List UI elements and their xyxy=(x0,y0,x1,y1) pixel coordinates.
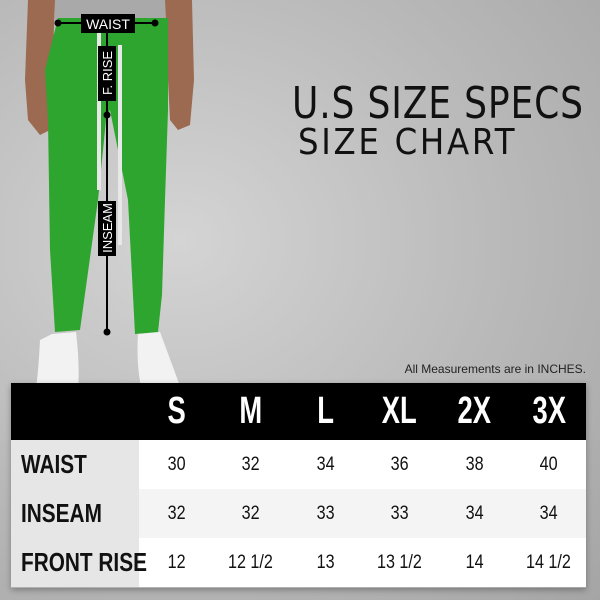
table-cell: 40 xyxy=(539,453,558,475)
table-cell: 32 xyxy=(241,453,260,475)
table-cell: 13 xyxy=(316,551,335,573)
front-rise-label: F. RISE xyxy=(100,51,115,95)
size-header: 2X xyxy=(457,390,491,432)
size-header-row: S M L XL 2X 3X xyxy=(11,383,586,440)
table-cell: 34 xyxy=(539,502,558,524)
row-label: WAIST xyxy=(11,440,139,489)
table-cell: 32 xyxy=(167,502,186,524)
table-cell: 12 1/2 xyxy=(228,551,274,573)
table-row: INSEAM 32 32 33 33 34 34 xyxy=(11,489,586,538)
size-header: S xyxy=(167,390,186,432)
table-cell: 13 1/2 xyxy=(377,551,423,573)
size-table: S M L XL 2X 3X WAIST 30 32 34 36 38 40 I… xyxy=(11,383,586,588)
size-header: 3X xyxy=(532,390,566,432)
table-cell: 32 xyxy=(241,502,260,524)
table-cell: 34 xyxy=(465,502,484,524)
waist-label: WAIST xyxy=(86,16,130,32)
table-cell: 36 xyxy=(390,453,409,475)
size-header: M xyxy=(239,390,263,432)
size-header: L xyxy=(316,390,334,432)
table-cell: 33 xyxy=(390,502,409,524)
table-cell: 12 xyxy=(167,551,186,573)
row-label: FRONT RISE xyxy=(11,538,147,587)
table-cell: 38 xyxy=(465,453,484,475)
table-cell: 34 xyxy=(316,453,335,475)
table-cell: 33 xyxy=(316,502,335,524)
table-cell: 30 xyxy=(167,453,186,475)
measurement-note: All Measurements are in INCHES. xyxy=(404,362,586,376)
page-subtitle: SIZE CHART xyxy=(298,122,518,163)
table-cell: 14 1/2 xyxy=(526,551,572,573)
row-label: INSEAM xyxy=(11,489,139,538)
table-row: FRONT RISE 12 12 1/2 13 13 1/2 14 14 1/2 xyxy=(11,538,586,587)
header-blank xyxy=(11,383,139,440)
table-cell: 14 xyxy=(465,551,484,573)
page-title: U.S SIZE SPECS xyxy=(292,78,584,129)
size-header: XL xyxy=(382,390,418,432)
table-row: WAIST 30 32 34 36 38 40 xyxy=(11,440,586,489)
pants-model-figure: WAIST F. RISE INSEAM xyxy=(25,0,194,392)
inseam-label: INSEAM xyxy=(100,203,115,253)
